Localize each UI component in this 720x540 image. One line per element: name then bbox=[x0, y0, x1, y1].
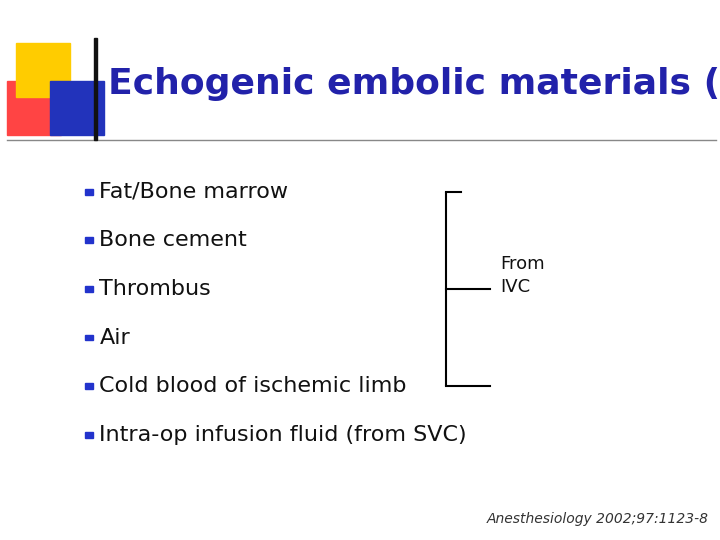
Bar bbox=[85, 432, 93, 437]
Text: Echogenic embolic materials (1): Echogenic embolic materials (1) bbox=[108, 67, 720, 100]
Text: Fat/Bone marrow: Fat/Bone marrow bbox=[99, 181, 289, 202]
Bar bbox=[94, 38, 97, 140]
Bar bbox=[85, 237, 93, 243]
Bar bbox=[85, 383, 93, 389]
Bar bbox=[85, 286, 93, 292]
Text: Intra-op infusion fluid (from SVC): Intra-op infusion fluid (from SVC) bbox=[99, 424, 467, 445]
Bar bbox=[7, 81, 61, 135]
Text: From
IVC: From IVC bbox=[500, 255, 545, 295]
Bar bbox=[85, 188, 93, 194]
Text: Air: Air bbox=[99, 327, 130, 348]
Text: Cold blood of ischemic limb: Cold blood of ischemic limb bbox=[99, 376, 407, 396]
Text: Bone cement: Bone cement bbox=[99, 230, 247, 251]
Text: Thrombus: Thrombus bbox=[99, 279, 211, 299]
Text: Anesthesiology 2002;97:1123-8: Anesthesiology 2002;97:1123-8 bbox=[487, 512, 709, 526]
Bar bbox=[50, 81, 104, 135]
Bar bbox=[85, 334, 93, 341]
Bar bbox=[16, 43, 70, 97]
